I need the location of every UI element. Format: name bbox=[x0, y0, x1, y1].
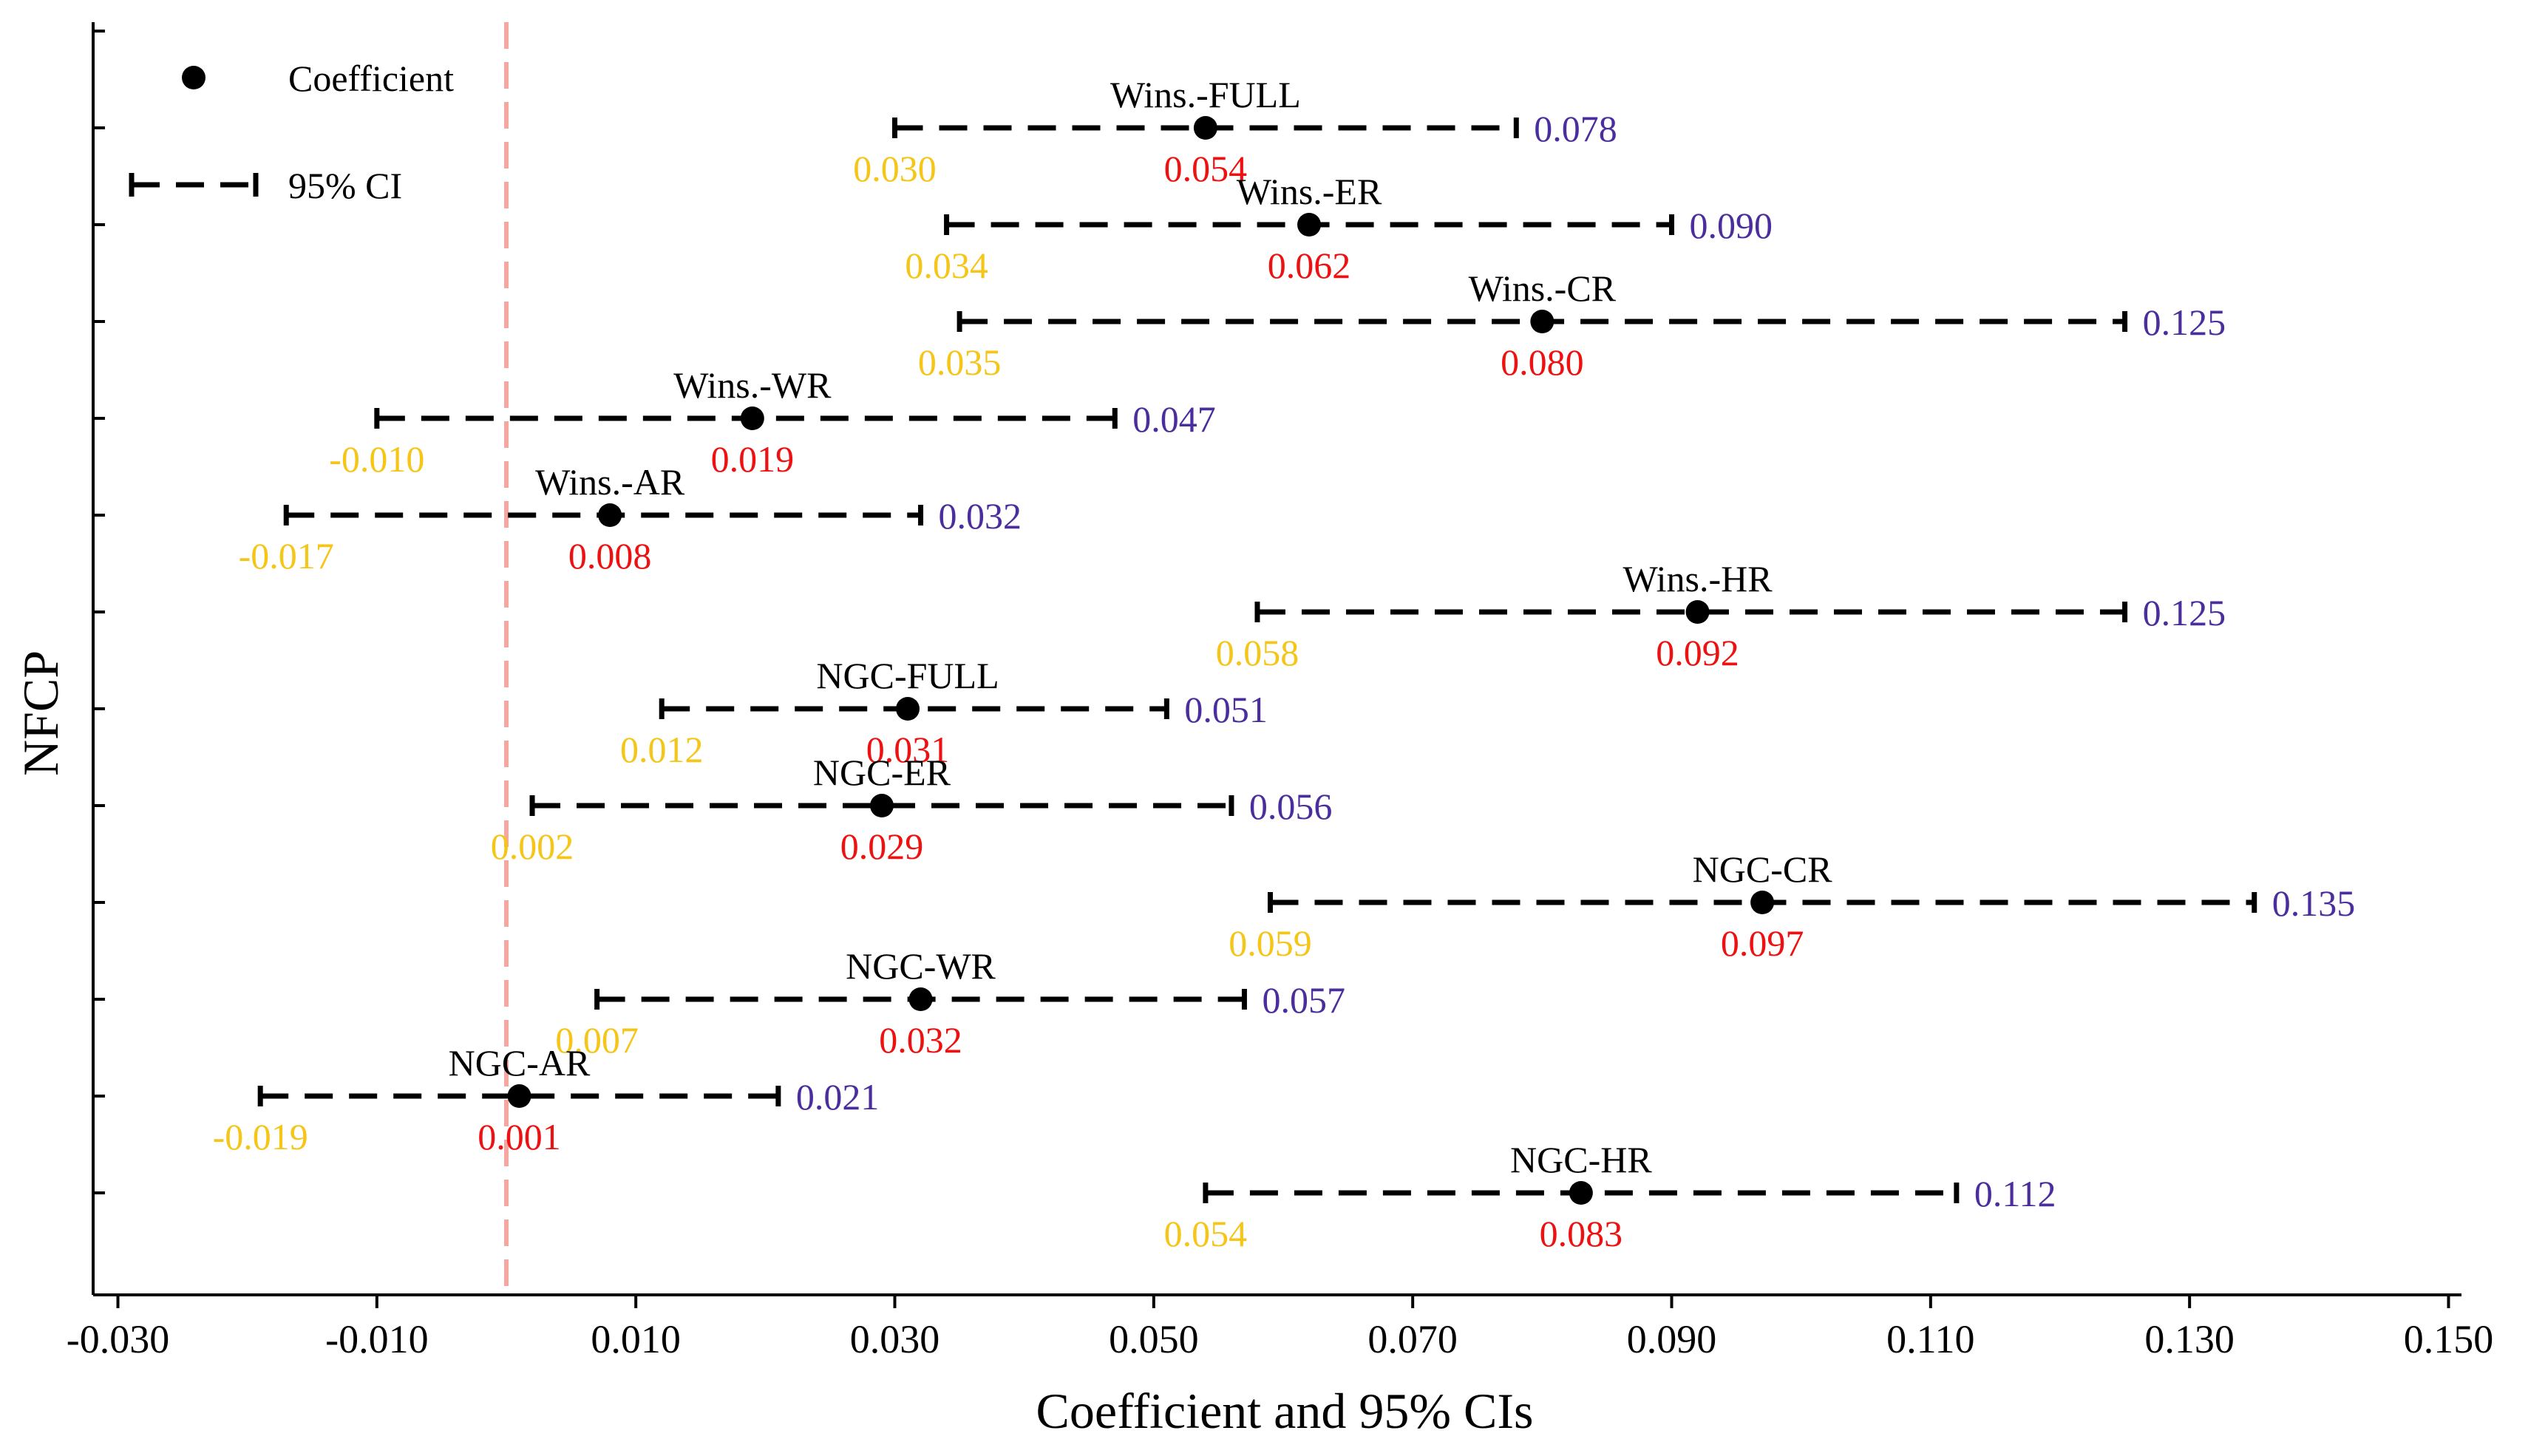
ci-lower-value: 0.034 bbox=[905, 245, 988, 286]
ci-lower-value: 0.002 bbox=[491, 826, 574, 867]
y-axis bbox=[92, 22, 105, 1295]
row-ngc-cr: NGC-CR 0.097 0.059 0.135 bbox=[1229, 848, 2355, 964]
x-tick-label: 0.030 bbox=[850, 1317, 940, 1361]
ci-lower-value: 0.007 bbox=[555, 1019, 639, 1061]
coefficient-value: 0.032 bbox=[879, 1019, 962, 1061]
ci-upper-value: 0.056 bbox=[1249, 786, 1333, 827]
x-tick-label: 0.070 bbox=[1367, 1317, 1458, 1361]
coefficient-point bbox=[908, 987, 933, 1011]
row-label: NGC-HR bbox=[1510, 1139, 1652, 1180]
row-label: Wins.-HR bbox=[1623, 558, 1773, 599]
legend-coefficient-marker bbox=[182, 66, 205, 89]
ci-lower-value: 0.059 bbox=[1229, 922, 1312, 964]
row-label: Wins.-AR bbox=[535, 461, 685, 503]
row-ngc-wr: NGC-WR 0.032 0.007 0.057 bbox=[555, 945, 1345, 1061]
coefficient-value: 0.008 bbox=[568, 535, 652, 576]
x-tick-label: 0.150 bbox=[2404, 1317, 2494, 1361]
ci-upper-value: 0.090 bbox=[1689, 205, 1773, 246]
ci-lower-value: -0.010 bbox=[329, 438, 424, 480]
coefficient-value: 0.054 bbox=[1164, 148, 1248, 189]
row-label: Wins.-WR bbox=[673, 364, 832, 406]
row-label: NGC-AR bbox=[449, 1042, 591, 1084]
coefficient-point bbox=[896, 697, 920, 721]
ci-upper-value: 0.078 bbox=[1534, 108, 1617, 149]
ci-lower-value: 0.030 bbox=[853, 148, 937, 189]
plot-area: Wins.-FULL 0.054 0.030 0.078 Wins.-ER 0.062 0.… bbox=[213, 22, 2355, 1295]
row-label: Wins.-CR bbox=[1469, 268, 1617, 309]
row-ngc-ar: NGC-AR 0.001 -0.019 0.021 bbox=[213, 1042, 880, 1157]
ci-upper-value: 0.125 bbox=[2143, 592, 2226, 633]
coefficient-value: 0.019 bbox=[711, 438, 795, 480]
x-tick-label: -0.010 bbox=[325, 1317, 428, 1361]
ci-lower-value: -0.019 bbox=[213, 1116, 308, 1157]
row-label: NGC-WR bbox=[846, 945, 996, 987]
coefficient-value: 0.031 bbox=[866, 729, 950, 770]
coefficient-point bbox=[740, 406, 764, 430]
legend-coefficient-label: Coefficient bbox=[288, 58, 454, 99]
coefficient-value: 0.062 bbox=[1268, 245, 1351, 286]
x-tick-label: 0.110 bbox=[1886, 1317, 1975, 1361]
row-wins-wr: Wins.-WR 0.019 -0.010 0.047 bbox=[329, 364, 1216, 480]
x-tick-label: 0.090 bbox=[1627, 1317, 1717, 1361]
coefficient-point bbox=[598, 503, 622, 527]
row-wins-cr: Wins.-CR 0.080 0.035 0.125 bbox=[918, 268, 2226, 383]
ci-upper-value: 0.047 bbox=[1132, 398, 1216, 440]
ci-upper-value: 0.125 bbox=[2143, 302, 2226, 343]
coefficient-point bbox=[1685, 600, 1710, 624]
ci-lower-value: -0.017 bbox=[239, 535, 334, 576]
coefficient-point bbox=[507, 1084, 531, 1108]
coefficient-point bbox=[1530, 310, 1554, 333]
x-axis-title: Coefficient and 95% CIs bbox=[1036, 1383, 1534, 1439]
ci-upper-value: 0.051 bbox=[1184, 689, 1268, 730]
row-ngc-hr: NGC-HR 0.083 0.054 0.112 bbox=[1164, 1139, 2056, 1254]
legend: Coefficient 95% CI bbox=[129, 58, 454, 206]
x-axis: -0.030 -0.010 0.010 0.030 0.050 0.070 0.090 0.1… bbox=[67, 1293, 2494, 1361]
row-wins-hr: Wins.-HR 0.092 0.058 0.125 bbox=[1216, 558, 2226, 673]
ci-upper-value: 0.021 bbox=[796, 1076, 880, 1117]
coefficient-point bbox=[1193, 116, 1217, 140]
ci-lower-value: 0.058 bbox=[1216, 632, 1299, 673]
ci-upper-value: 0.057 bbox=[1262, 979, 1345, 1021]
coefficient-point bbox=[1569, 1181, 1593, 1205]
row-wins-er: Wins.-ER 0.062 0.034 0.090 bbox=[905, 171, 1773, 286]
x-tick-label: 0.050 bbox=[1109, 1317, 1199, 1361]
row-ngc-full: NGC-FULL 0.031 0.012 0.051 bbox=[620, 655, 1268, 770]
y-axis-title: NFCP bbox=[13, 650, 69, 776]
row-wins-ar: Wins.-AR 0.008 -0.017 0.032 bbox=[239, 461, 1022, 576]
coefficient-point bbox=[1750, 891, 1775, 914]
row-label: NGC-FULL bbox=[816, 655, 999, 696]
row-wins-full: Wins.-FULL 0.054 0.030 0.078 bbox=[853, 74, 1617, 189]
x-tick-label: 0.010 bbox=[591, 1317, 681, 1361]
coefficient-value: 0.097 bbox=[1721, 922, 1804, 964]
row-label: NGC-CR bbox=[1693, 848, 1833, 890]
ci-upper-value: 0.135 bbox=[2272, 882, 2356, 924]
coefficient-value: 0.083 bbox=[1540, 1213, 1623, 1254]
ci-upper-value: 0.032 bbox=[939, 495, 1022, 537]
row-label: Wins.-FULL bbox=[1110, 74, 1301, 115]
coefficient-value: 0.092 bbox=[1656, 632, 1739, 673]
row-label: NGC-ER bbox=[813, 752, 951, 793]
coefficient-point bbox=[1297, 213, 1322, 237]
ci-lower-value: 0.035 bbox=[918, 341, 1002, 383]
row-ngc-er: NGC-ER 0.029 0.002 0.056 bbox=[491, 752, 1333, 867]
coefficient-value: 0.080 bbox=[1501, 341, 1584, 383]
row-label: Wins.-ER bbox=[1237, 171, 1382, 212]
x-tick-label: 0.130 bbox=[2144, 1317, 2235, 1361]
x-tick-label: -0.030 bbox=[67, 1317, 169, 1361]
legend-ci-label: 95% CI bbox=[288, 165, 402, 206]
ci-lower-value: 0.012 bbox=[620, 729, 704, 770]
coefficient-value: 0.029 bbox=[840, 826, 924, 867]
coefficient-value: 0.001 bbox=[478, 1116, 561, 1157]
ci-upper-value: 0.112 bbox=[1974, 1173, 2056, 1214]
ci-lower-value: 0.054 bbox=[1164, 1213, 1248, 1254]
coefficient-point bbox=[869, 794, 894, 817]
